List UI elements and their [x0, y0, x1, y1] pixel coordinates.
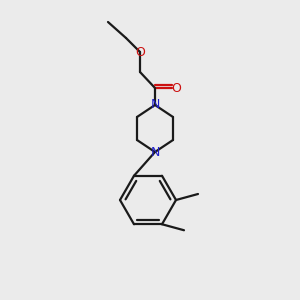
Text: O: O — [135, 46, 145, 59]
Text: N: N — [150, 146, 160, 158]
Text: O: O — [171, 82, 181, 94]
Text: N: N — [150, 98, 160, 112]
